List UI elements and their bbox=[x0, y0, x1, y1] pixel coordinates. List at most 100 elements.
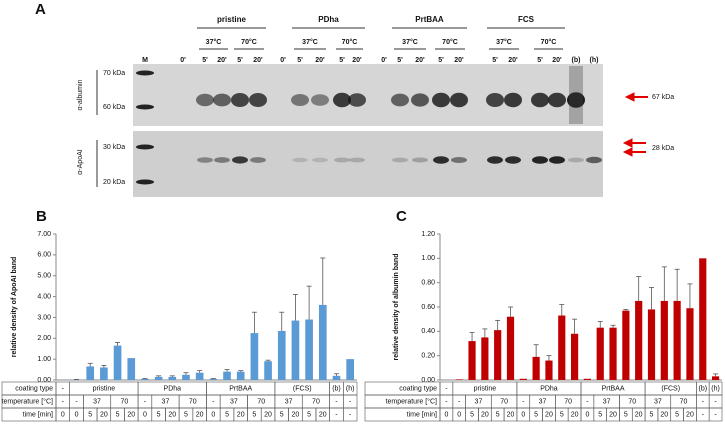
table-cell-text: 37 bbox=[285, 398, 293, 405]
table-cell-text: 70 bbox=[564, 398, 572, 405]
error-bar bbox=[156, 376, 161, 377]
error-bar bbox=[482, 329, 487, 338]
error-bar bbox=[307, 286, 312, 319]
marker-band bbox=[136, 180, 154, 185]
temperature-label: 70°C bbox=[342, 38, 358, 46]
table-cell-text: 20 bbox=[237, 411, 245, 418]
error-bar bbox=[675, 269, 680, 301]
table-cell-text: PrtBAA bbox=[229, 385, 252, 392]
table-row-label: time [min] bbox=[407, 411, 437, 418]
lane-label: 0' bbox=[180, 57, 186, 64]
lane-label: 5' bbox=[492, 57, 498, 64]
bar bbox=[264, 361, 272, 380]
apoai-band bbox=[532, 156, 548, 164]
lane-label: 5' bbox=[397, 57, 403, 64]
table-row-label: temperature [°C] bbox=[386, 397, 437, 405]
y-axis-label: relative density of albumin band bbox=[393, 254, 400, 361]
bar bbox=[86, 366, 94, 380]
bar bbox=[584, 379, 591, 380]
table-cell-text: - bbox=[445, 398, 448, 405]
table-cell-text: 20 bbox=[264, 411, 272, 418]
error-bar bbox=[170, 376, 175, 377]
bar bbox=[141, 379, 149, 380]
group-label: PrtBAA bbox=[415, 15, 444, 24]
table-cell-text: PrtBAA bbox=[602, 385, 625, 392]
table-cell-text: 5 bbox=[307, 411, 311, 418]
marker-band bbox=[136, 71, 154, 76]
error-bar bbox=[115, 342, 120, 345]
lane-label: 5' bbox=[237, 57, 243, 64]
table-cell-text: - bbox=[335, 398, 338, 405]
table-cell-text: - bbox=[349, 411, 352, 418]
table-cell-text: - bbox=[702, 411, 705, 418]
table-cell-text: 20 bbox=[196, 411, 204, 418]
lane-label: 20' bbox=[454, 57, 464, 64]
apoai-band bbox=[586, 157, 602, 163]
table-cell-text: 70 bbox=[680, 398, 688, 405]
table-cell-text: - bbox=[702, 398, 705, 405]
bar bbox=[333, 376, 341, 380]
lane-label: 20' bbox=[508, 57, 518, 64]
panel-label: B bbox=[36, 208, 47, 225]
group-label: pristine bbox=[217, 15, 246, 24]
bar bbox=[114, 346, 122, 380]
bar bbox=[237, 372, 245, 380]
y-tick-label: 0.40 bbox=[421, 328, 435, 335]
table-cell-text: - bbox=[75, 398, 78, 405]
marker-label: 20 kDa bbox=[103, 179, 125, 186]
y-tick-label: 1.20 bbox=[421, 231, 435, 238]
table-cell-text: - bbox=[586, 398, 589, 405]
lane-label: M bbox=[142, 57, 148, 64]
table-cell-text: (FCS) bbox=[293, 385, 312, 392]
error-bar bbox=[559, 305, 564, 316]
table-cell-text: 0 bbox=[75, 411, 79, 418]
table-cell-text: - bbox=[714, 398, 717, 405]
lane-label: 20' bbox=[415, 57, 425, 64]
table-cell-text: 20 bbox=[686, 411, 694, 418]
error-bar bbox=[546, 356, 551, 361]
table-row-label: time [min] bbox=[23, 411, 53, 418]
albumin-band bbox=[450, 93, 468, 107]
table-cell-text: 37 bbox=[603, 398, 611, 405]
albumin-band bbox=[348, 93, 366, 107]
albumin-band bbox=[196, 94, 214, 106]
table-cell-text: - bbox=[62, 385, 65, 392]
bar bbox=[545, 361, 552, 380]
albumin-band bbox=[249, 93, 267, 107]
albumin-band bbox=[411, 93, 429, 106]
apoai-band bbox=[292, 158, 308, 163]
table-cell-text: 70 bbox=[257, 398, 265, 405]
temperature-label: 37°C bbox=[402, 38, 418, 46]
error-bar bbox=[598, 322, 603, 328]
table-cell-text: - bbox=[349, 398, 352, 405]
y-tick-label: 4.00 bbox=[37, 293, 51, 300]
bar bbox=[609, 328, 616, 380]
table-cell-text: - bbox=[522, 398, 525, 405]
bar bbox=[182, 375, 190, 380]
table-cell-text: 20 bbox=[660, 411, 668, 418]
table-cell-text: 20 bbox=[168, 411, 176, 418]
marker-band bbox=[136, 145, 154, 150]
error-bar bbox=[88, 363, 93, 366]
panel-label: C bbox=[396, 208, 407, 225]
lane-label: 5' bbox=[297, 57, 303, 64]
y-tick-label: 3.00 bbox=[37, 314, 51, 321]
apoai-band bbox=[250, 157, 266, 163]
table-cell-text: 20 bbox=[545, 411, 553, 418]
bar bbox=[481, 337, 488, 380]
table-cell-text: (h) bbox=[346, 385, 355, 392]
apoai-band bbox=[312, 158, 328, 163]
error-bar bbox=[225, 370, 230, 372]
error-bar bbox=[334, 374, 339, 376]
y-tick-label: 0.60 bbox=[421, 304, 435, 311]
table-cell-text: 0 bbox=[61, 411, 65, 418]
table-row-label: coating type bbox=[399, 385, 437, 392]
y-axis-label: relative density of ApoAI band bbox=[11, 257, 18, 357]
albumin-band bbox=[531, 93, 549, 107]
temperature-label: 37°C bbox=[302, 38, 318, 46]
arrows bbox=[624, 93, 648, 156]
bar bbox=[155, 377, 163, 380]
bar bbox=[100, 367, 108, 380]
apoai-band bbox=[451, 157, 467, 163]
error-bar bbox=[649, 288, 654, 310]
